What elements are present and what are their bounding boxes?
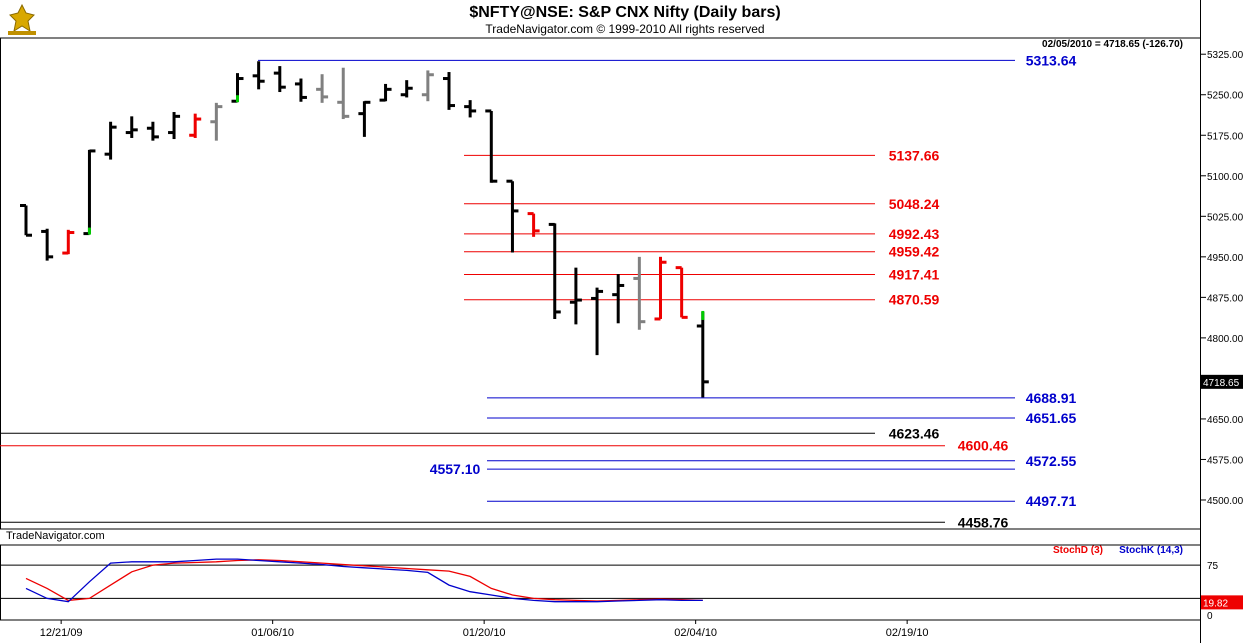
level-label: 4458.76 [958, 514, 1009, 530]
level-label: 4623.46 [889, 425, 940, 441]
ohlc-bar [168, 112, 181, 140]
date-axis: 12/21/09 01/06/10 01/20/10 02/04/10 02/19/10 [40, 620, 929, 639]
price-tick-label: 4950.00 [1207, 253, 1244, 264]
ohlc-bar [612, 274, 625, 324]
date-tick-label: 01/06/10 [251, 627, 294, 639]
price-tick-label: 5100.00 [1207, 172, 1244, 183]
ohlc-bar [548, 222, 561, 319]
ohlc-bar [696, 310, 709, 398]
date-tick-label: 02/04/10 [674, 627, 717, 639]
chart-frame [0, 0, 1201, 643]
level-label: 4600.46 [958, 438, 1009, 454]
price-tick-label: 4500.00 [1207, 496, 1244, 507]
level-label: 4959.42 [889, 244, 940, 260]
level-label: 4572.55 [1026, 453, 1077, 469]
ohlc-bar [125, 116, 138, 138]
price-tick-label: 4575.00 [1207, 455, 1244, 466]
ohlc-bar [485, 109, 498, 183]
price-tick-label: 4800.00 [1207, 334, 1244, 345]
ohlc-bar [421, 70, 434, 102]
legend-stoch-k: StochK (14,3) [1119, 545, 1183, 556]
level-label: 4688.91 [1026, 390, 1077, 406]
ohlc-bar [569, 267, 582, 325]
ohlc-bar [294, 78, 307, 102]
ohlc-bar [273, 66, 286, 93]
level-label: 4917.41 [889, 266, 940, 282]
ohlc-bar [379, 83, 392, 102]
ohlc-bar [443, 72, 455, 110]
ohlc-bar [210, 102, 223, 141]
logo-icon [4, 3, 40, 37]
price-bars [20, 61, 709, 398]
stoch-k-line [25, 558, 703, 603]
ohlc-bar [337, 67, 350, 120]
ohlc-bar [316, 74, 329, 103]
date-tick-label: 12/21/09 [40, 627, 83, 639]
ohlc-bar [146, 121, 159, 141]
ohlc-bar [400, 80, 413, 98]
level-label: 5137.66 [889, 147, 940, 163]
ohlc-bar [506, 179, 519, 253]
ohlc-bar [104, 121, 117, 160]
ohlc-bar [20, 204, 32, 237]
level-label: 4992.43 [889, 226, 940, 242]
level-label: 4870.59 [889, 292, 940, 308]
stoch-d-line [25, 559, 703, 602]
ohlc-bar [62, 229, 75, 255]
stoch-last-label: 19.82 [1203, 598, 1228, 609]
level-label: 4557.10 [430, 461, 481, 477]
ohlc-bar [358, 100, 371, 137]
level-label: 5048.24 [889, 196, 940, 212]
last-price-box [1201, 374, 1243, 389]
level-label: 4497.71 [1026, 493, 1077, 509]
ohlc-bar [527, 212, 540, 237]
ohlc-bar [633, 256, 646, 330]
level-label: 4651.65 [1026, 410, 1077, 426]
price-tick-label: 4650.00 [1207, 415, 1244, 426]
stoch-last-box [1201, 595, 1243, 610]
ohlc-bar [675, 266, 688, 319]
header-readout: 02/05/2010 = 4718.65 (-126.70) [1042, 39, 1183, 50]
ohlc-bar [591, 287, 604, 356]
price-tick-label: 4875.00 [1207, 293, 1244, 304]
ohlc-bar [464, 100, 477, 118]
price-tick-label: 5025.00 [1207, 212, 1244, 223]
last-price-label: 4718.65 [1203, 378, 1240, 389]
price-tick-label: 5175.00 [1207, 131, 1244, 142]
stoch-tick-label: 75 [1207, 561, 1219, 572]
price-panel-border [0, 37, 1201, 530]
ohlc-bar [83, 149, 96, 236]
date-tick-label: 01/20/10 [463, 627, 506, 639]
ohlc-bar [41, 228, 54, 261]
level-label: 5313.64 [1026, 52, 1077, 68]
price-levels: 5313.64 5137.66 5048.24 4992.43 4959.42 4917.… [0, 52, 1077, 530]
price-tick-label: 5325.00 [1207, 50, 1244, 61]
stoch-tick-label: 0 [1207, 611, 1213, 622]
watermark: TradeNavigator.com [6, 530, 105, 542]
ohlc-bar [231, 73, 244, 103]
price-axis: 4500.004575.004650.004725.004800.004875.… [1200, 50, 1244, 507]
stochastic-panel-border [0, 544, 1201, 621]
date-tick-label: 02/19/10 [886, 627, 929, 639]
ohlc-bar [189, 113, 202, 138]
price-tick-label: 5250.00 [1207, 91, 1244, 102]
legend-stoch-d: StochD (3) [1053, 545, 1103, 556]
ohlc-bar [654, 256, 667, 321]
ohlc-bar [252, 61, 265, 90]
